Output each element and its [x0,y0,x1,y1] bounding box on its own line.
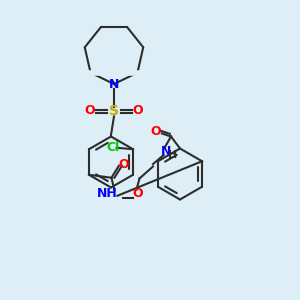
Text: O: O [85,104,95,118]
Text: O: O [118,158,129,171]
Text: S: S [109,104,119,118]
Text: O: O [133,187,143,200]
Text: NH: NH [97,187,117,200]
Text: H: H [169,149,178,160]
Text: Cl: Cl [106,141,119,154]
Text: O: O [150,125,161,139]
Text: O: O [133,104,143,118]
Text: N: N [161,145,172,158]
Text: N: N [109,77,119,91]
